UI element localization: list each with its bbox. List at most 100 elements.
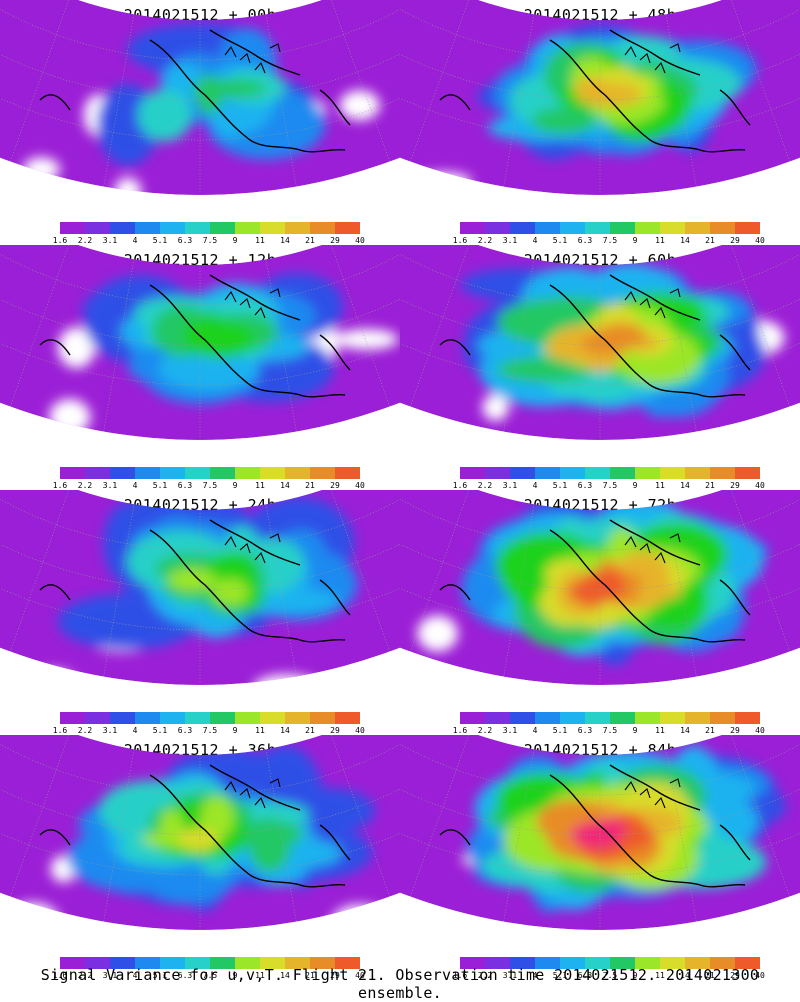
colorbar-tick-label: 14 bbox=[280, 726, 290, 735]
colorbar-tick-label: 5.1 bbox=[552, 971, 568, 980]
colorbar-tick-label: 1.6 bbox=[52, 726, 68, 735]
variance-contour bbox=[576, 83, 642, 108]
colorbar-tick-label: 6.3 bbox=[177, 971, 193, 980]
colorbar-tick-label: 4 bbox=[532, 236, 538, 245]
arctic-islands bbox=[224, 778, 281, 809]
meridian-line bbox=[503, 259, 535, 432]
colorbar-swatch bbox=[110, 467, 135, 479]
variance-map bbox=[0, 245, 400, 440]
colorbar-tick-label: 4 bbox=[132, 481, 138, 490]
colorbar-swatch bbox=[585, 222, 610, 234]
colorbar-swatch bbox=[585, 467, 610, 479]
colorbar-tick-label: 6.3 bbox=[577, 971, 593, 980]
colorbar-labels: 1.6 2.2 3.1 4 5.1 6.3 7.5 9 11 14 21 29 40 bbox=[53, 236, 380, 246]
colorbar-swatch bbox=[735, 467, 760, 479]
meridian-line bbox=[409, 735, 471, 897]
colorbar-swatch bbox=[185, 712, 210, 724]
colorbar-tick-label: 7.5 bbox=[202, 726, 218, 735]
colorbar-tick-label: 29 bbox=[330, 481, 340, 490]
colorbar-tick-label: 40 bbox=[355, 236, 365, 245]
colorbar-tick-label: 7.5 bbox=[602, 726, 618, 735]
map-panel: 2014021512 + 60h 1.6 2.2 3.1 4 5.1 6.3 7.5 9 11 14… bbox=[400, 245, 800, 490]
coastline bbox=[39, 764, 351, 888]
colorbar bbox=[60, 467, 360, 479]
arctic-islands bbox=[624, 533, 681, 564]
colorbar-swatch bbox=[160, 467, 185, 479]
colorbar-tick-label: 2.2 bbox=[477, 726, 493, 735]
parallel-line bbox=[0, 267, 400, 386]
colorbar-tick-label: 40 bbox=[355, 481, 365, 490]
colorbar-swatch bbox=[135, 467, 160, 479]
variance-map bbox=[0, 0, 400, 195]
colorbar-swatch bbox=[460, 222, 485, 234]
parallel-line bbox=[0, 0, 400, 101]
parallel-line bbox=[400, 735, 800, 836]
colorbar-swatch bbox=[460, 467, 485, 479]
colorbar-tick-label: 9 bbox=[232, 481, 238, 490]
colorbar-swatch bbox=[160, 222, 185, 234]
colorbar-labels: 1.6 2.2 3.1 4 5.1 6.3 7.5 9 11 14 21 29 40 bbox=[53, 971, 380, 981]
colorbar-tick-label: 29 bbox=[730, 726, 740, 735]
colorbar-tick-label: 4 bbox=[132, 726, 138, 735]
variance-map bbox=[0, 490, 400, 685]
colorbar-tick-label: 11 bbox=[255, 971, 265, 980]
colorbar-tick-label: 5.1 bbox=[152, 971, 168, 980]
colorbar-tick-label: 9 bbox=[632, 481, 638, 490]
colorbar-tick-label: 3.1 bbox=[102, 236, 118, 245]
variance-map bbox=[400, 0, 800, 195]
no-data-patch bbox=[335, 329, 399, 350]
colorbar-tick-label: 3.1 bbox=[502, 971, 518, 980]
meridian-line bbox=[665, 504, 697, 677]
colorbar-labels: 1.6 2.2 3.1 4 5.1 6.3 7.5 9 11 14 21 29 40 bbox=[453, 726, 780, 736]
variance-contour bbox=[570, 823, 607, 846]
colorbar-swatch bbox=[210, 467, 235, 479]
colorbar-swatch bbox=[610, 222, 635, 234]
variance-contour bbox=[137, 89, 193, 142]
colorbar bbox=[60, 712, 360, 724]
colorbar-labels: 1.6 2.2 3.1 4 5.1 6.3 7.5 9 11 14 21 29 40 bbox=[53, 726, 380, 736]
colorbar-tick-label: 6.3 bbox=[577, 481, 593, 490]
colorbar-tick-label: 21 bbox=[705, 481, 715, 490]
meridian-line bbox=[9, 490, 71, 652]
colorbar-swatch bbox=[685, 712, 710, 724]
colorbar-swatch bbox=[485, 467, 510, 479]
colorbar-swatch bbox=[135, 712, 160, 724]
colorbar-swatch bbox=[310, 712, 335, 724]
colorbar-tick-label: 40 bbox=[755, 971, 765, 980]
colorbar-tick-label: 2.2 bbox=[477, 481, 493, 490]
colorbar-swatch bbox=[635, 467, 660, 479]
colorbar-swatch bbox=[510, 467, 535, 479]
colorbar-tick-label: 29 bbox=[730, 971, 740, 980]
meridian-line bbox=[329, 490, 391, 652]
no-data-patch bbox=[253, 674, 320, 685]
colorbar bbox=[460, 957, 760, 969]
no-data-patch bbox=[114, 177, 142, 195]
colorbar-tick-label: 14 bbox=[680, 236, 690, 245]
colorbar-swatch bbox=[310, 467, 335, 479]
colorbar-tick-label: 11 bbox=[655, 971, 665, 980]
colorbar-swatch bbox=[735, 957, 760, 969]
colorbar-swatch bbox=[135, 957, 160, 969]
colorbar bbox=[60, 957, 360, 969]
variance-map bbox=[400, 735, 800, 930]
meridian-line bbox=[265, 749, 297, 922]
colorbar-tick-label: 9 bbox=[632, 726, 638, 735]
colorbar-swatch bbox=[635, 957, 660, 969]
colorbar-tick-label: 21 bbox=[305, 481, 315, 490]
arctic-islands bbox=[224, 288, 281, 319]
no-data-patch bbox=[22, 157, 61, 182]
colorbar-swatch bbox=[685, 467, 710, 479]
colorbar-swatch bbox=[235, 957, 260, 969]
colorbar-tick-label: 4 bbox=[532, 971, 538, 980]
colorbar-tick-label: 29 bbox=[730, 236, 740, 245]
colorbar-labels: 1.6 2.2 3.1 4 5.1 6.3 7.5 9 11 14 21 29 40 bbox=[453, 236, 780, 246]
colorbar-swatch bbox=[160, 712, 185, 724]
meridian-line bbox=[729, 0, 791, 162]
colorbar-tick-label: 40 bbox=[755, 236, 765, 245]
colorbar-swatch bbox=[160, 957, 185, 969]
colorbar-swatch bbox=[535, 712, 560, 724]
variance-contour bbox=[591, 329, 649, 346]
colorbar-tick-label: 1.6 bbox=[452, 236, 468, 245]
colorbar-swatch bbox=[210, 222, 235, 234]
colorbar-tick-label: 6.3 bbox=[577, 726, 593, 735]
